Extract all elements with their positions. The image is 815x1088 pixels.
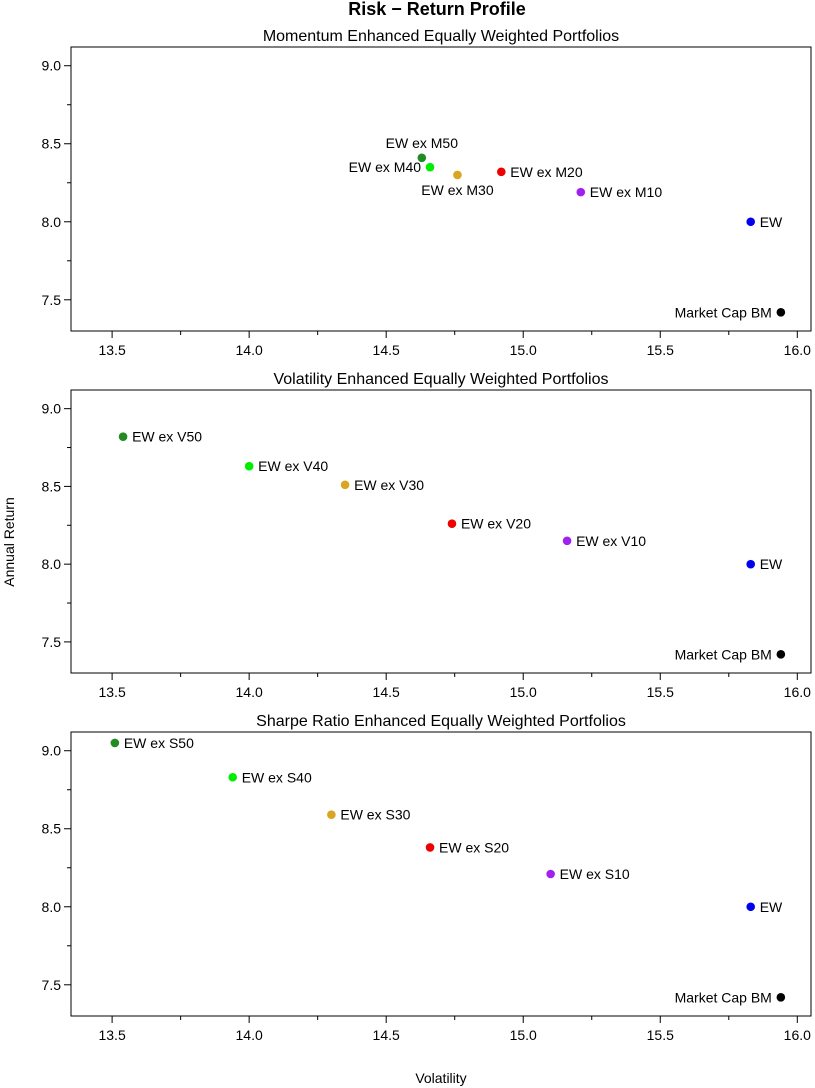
x-tick-label: 15.5	[647, 684, 674, 700]
y-tick-label: 8.0	[42, 899, 62, 915]
y-tick-label: 9.0	[42, 401, 62, 417]
x-tick-label: 14.5	[373, 342, 400, 358]
y-tick-label: 8.5	[42, 478, 62, 494]
x-tick-label: 13.5	[98, 684, 125, 700]
panels: Momentum Enhanced Equally Weighted Portf…	[42, 28, 812, 1043]
point-ew-ex-s10	[546, 869, 555, 879]
point-market-cap-bm	[776, 992, 786, 1002]
x-tick-label: 15.0	[510, 342, 537, 358]
point-ew-ex-v20	[447, 519, 457, 529]
x-tick-label: 15.5	[647, 342, 674, 358]
point-label: EW ex M20	[510, 164, 583, 180]
point-ew	[746, 559, 756, 569]
point-label: EW ex M10	[590, 184, 663, 200]
plot-frame	[70, 46, 812, 332]
x-tick-label: 15.5	[647, 1027, 674, 1043]
panel-title: Sharpe Ratio Enhanced Equally Weighted P…	[256, 713, 626, 730]
point-ew-ex-s30	[327, 810, 336, 820]
point-label: EW ex V50	[132, 429, 202, 445]
x-tick-label: 14.5	[373, 1027, 400, 1043]
panel-2: Volatility Enhanced Equally Weighted Por…	[42, 371, 812, 700]
x-tick-label: 14.0	[236, 1027, 263, 1043]
plot-frame	[70, 389, 812, 674]
point-ew-ex-s50	[110, 738, 120, 748]
point-ew	[746, 217, 756, 227]
point-label: EW	[760, 214, 783, 230]
x-tick-label: 16.0	[784, 342, 811, 358]
point-ew-ex-s40	[228, 772, 238, 782]
y-tick-label: 9.0	[42, 743, 62, 759]
y-tick-label: 8.0	[42, 214, 62, 230]
point-ew-ex-m10	[576, 187, 586, 197]
point-ew-ex-s20	[425, 843, 435, 852]
y-tick-label: 8.5	[42, 136, 62, 152]
x-tick-label: 14.0	[236, 342, 263, 358]
point-label: EW ex S30	[340, 807, 410, 823]
y-axis-label: Annual Return	[1, 497, 17, 587]
point-label: EW	[760, 899, 783, 915]
point-ew-ex-m40	[425, 162, 435, 172]
point-label: EW	[760, 556, 783, 572]
point-ew	[746, 902, 756, 912]
point-label: EW ex M30	[421, 182, 494, 198]
point-market-cap-bm	[776, 650, 786, 659]
panel-title: Momentum Enhanced Equally Weighted Portf…	[263, 28, 619, 45]
x-tick-label: 15.0	[510, 1027, 537, 1043]
point-ew-ex-m50	[417, 153, 427, 163]
point-label: Market Cap BM	[675, 989, 772, 1005]
point-label: EW ex M40	[349, 159, 422, 175]
point-label: Market Cap BM	[675, 304, 772, 320]
y-tick-label: 7.5	[42, 292, 62, 308]
point-ew-ex-m30	[453, 170, 462, 180]
point-ew-ex-m20	[496, 167, 506, 177]
point-label: EW ex V10	[576, 533, 646, 549]
y-tick-label: 8.5	[42, 821, 62, 837]
y-tick-label: 8.0	[42, 556, 62, 572]
figure-title: Risk − Return Profile	[348, 0, 526, 19]
x-tick-label: 14.5	[373, 684, 400, 700]
panel-1: Momentum Enhanced Equally Weighted Portf…	[42, 28, 812, 358]
panel-title: Volatility Enhanced Equally Weighted Por…	[273, 371, 608, 388]
x-tick-label: 14.0	[236, 684, 263, 700]
y-tick-label: 9.0	[42, 58, 62, 74]
point-label: EW ex V20	[461, 516, 531, 532]
point-ew-ex-v40	[244, 461, 254, 471]
x-tick-label: 16.0	[784, 684, 811, 700]
y-tick-label: 7.5	[42, 634, 62, 650]
x-axis-label: Volatility	[415, 1070, 466, 1086]
point-label: EW ex M50	[386, 135, 459, 151]
y-tick-label: 7.5	[42, 977, 62, 993]
point-label: EW ex S10	[560, 866, 630, 882]
x-tick-label: 13.5	[98, 1027, 125, 1043]
point-label: EW ex S40	[242, 769, 312, 785]
point-ew-ex-v50	[118, 432, 128, 441]
point-label: EW ex V30	[354, 477, 424, 493]
point-label: EW ex S50	[124, 735, 194, 751]
x-tick-label: 16.0	[784, 1027, 811, 1043]
panel-3: Sharpe Ratio Enhanced Equally Weighted P…	[42, 713, 812, 1043]
point-market-cap-bm	[776, 307, 786, 317]
point-ew-ex-v30	[340, 480, 350, 490]
point-label: EW ex V40	[258, 458, 328, 474]
point-label: Market Cap BM	[675, 646, 772, 662]
x-tick-label: 13.5	[98, 342, 125, 358]
point-label: EW ex S20	[439, 839, 509, 855]
point-ew-ex-v10	[562, 536, 572, 546]
plot-frame	[70, 731, 812, 1017]
x-tick-label: 15.0	[510, 684, 537, 700]
